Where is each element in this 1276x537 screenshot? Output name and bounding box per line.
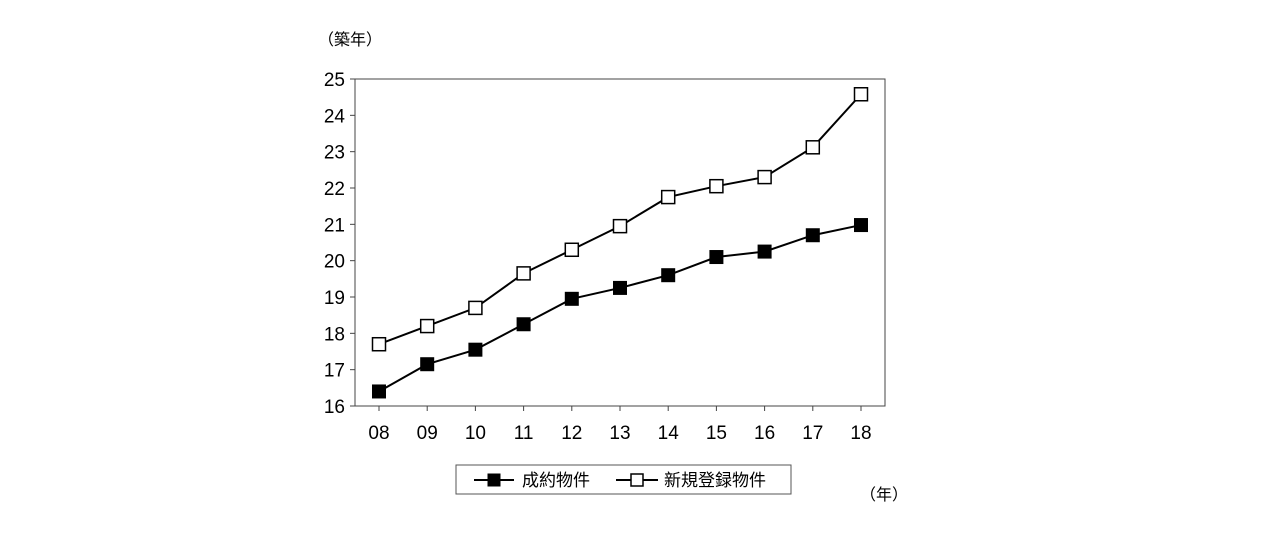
series-layer: [371, 87, 869, 399]
x-tick-label: 14: [658, 423, 680, 444]
y-tick-label: 16: [324, 397, 345, 418]
x-tick-label: 17: [802, 423, 823, 444]
hollow-marker-9: [805, 140, 821, 155]
filled-marker-1: [420, 357, 435, 372]
y-tick-label: 17: [324, 361, 345, 382]
filled-marker-10: [854, 218, 868, 233]
x-tick-label: 08: [368, 423, 389, 444]
hollow-marker-0: [371, 336, 387, 352]
hollow-marker-10: [853, 87, 869, 102]
filled-marker-9: [805, 228, 820, 243]
plot-area-frame: [354, 78, 886, 407]
x-tick-label: 15: [706, 423, 727, 444]
y-tick-label: 20: [324, 252, 345, 273]
filled-marker-7: [709, 250, 724, 265]
x-tick-label: 13: [609, 423, 630, 444]
filled-marker-5: [613, 280, 627, 295]
hollow-marker-7: [709, 178, 724, 194]
y-tick-label: 25: [324, 70, 345, 91]
filled-marker-0: [372, 384, 386, 399]
x-axis-unit-label: （年）: [860, 485, 908, 504]
hollow-marker-6: [660, 189, 676, 205]
hollow-marker-3: [516, 266, 531, 281]
filled-marker-3: [516, 317, 531, 332]
y-tick-label: 24: [324, 106, 346, 127]
legend: 成約物件 新規登録物件: [455, 464, 792, 495]
x-tick-label: 11: [514, 423, 534, 444]
x-tick-label: 12: [561, 423, 582, 444]
filled-marker-6: [661, 268, 676, 283]
legend-marker-1: [630, 473, 644, 487]
filled-marker-4: [564, 291, 579, 306]
y-tick-label: 18: [324, 324, 345, 345]
x-axis: 08 09 10 11 12 13 14 15 16 17 18: [368, 406, 872, 444]
series-line-0: [378, 224, 862, 393]
x-tick-label: 10: [465, 423, 486, 444]
x-tick-label: 18: [850, 423, 871, 444]
y-tick-label: 21: [324, 215, 345, 236]
y-axis-unit-label: （築年）: [318, 30, 382, 49]
y-axis: 16 17 18 19 20 21 22 23 24 25: [324, 70, 355, 418]
y-tick-label: 22: [324, 179, 345, 200]
hollow-marker-4: [564, 242, 580, 258]
y-tick-label: 23: [324, 143, 345, 164]
x-tick-label: 09: [417, 423, 438, 444]
legend-label-0: 成約物件: [522, 471, 590, 491]
hollow-marker-1: [419, 318, 435, 334]
filled-marker-8: [757, 244, 772, 259]
hollow-marker-2: [468, 300, 483, 316]
legend-marker-0: [487, 473, 501, 487]
hollow-marker-5: [612, 218, 628, 234]
y-tick-label: 19: [324, 288, 345, 309]
filled-marker-2: [468, 342, 483, 357]
hollow-marker-8: [757, 169, 772, 185]
x-tick-label: 16: [754, 423, 775, 444]
legend-label-1: 新規登録物件: [664, 471, 766, 491]
